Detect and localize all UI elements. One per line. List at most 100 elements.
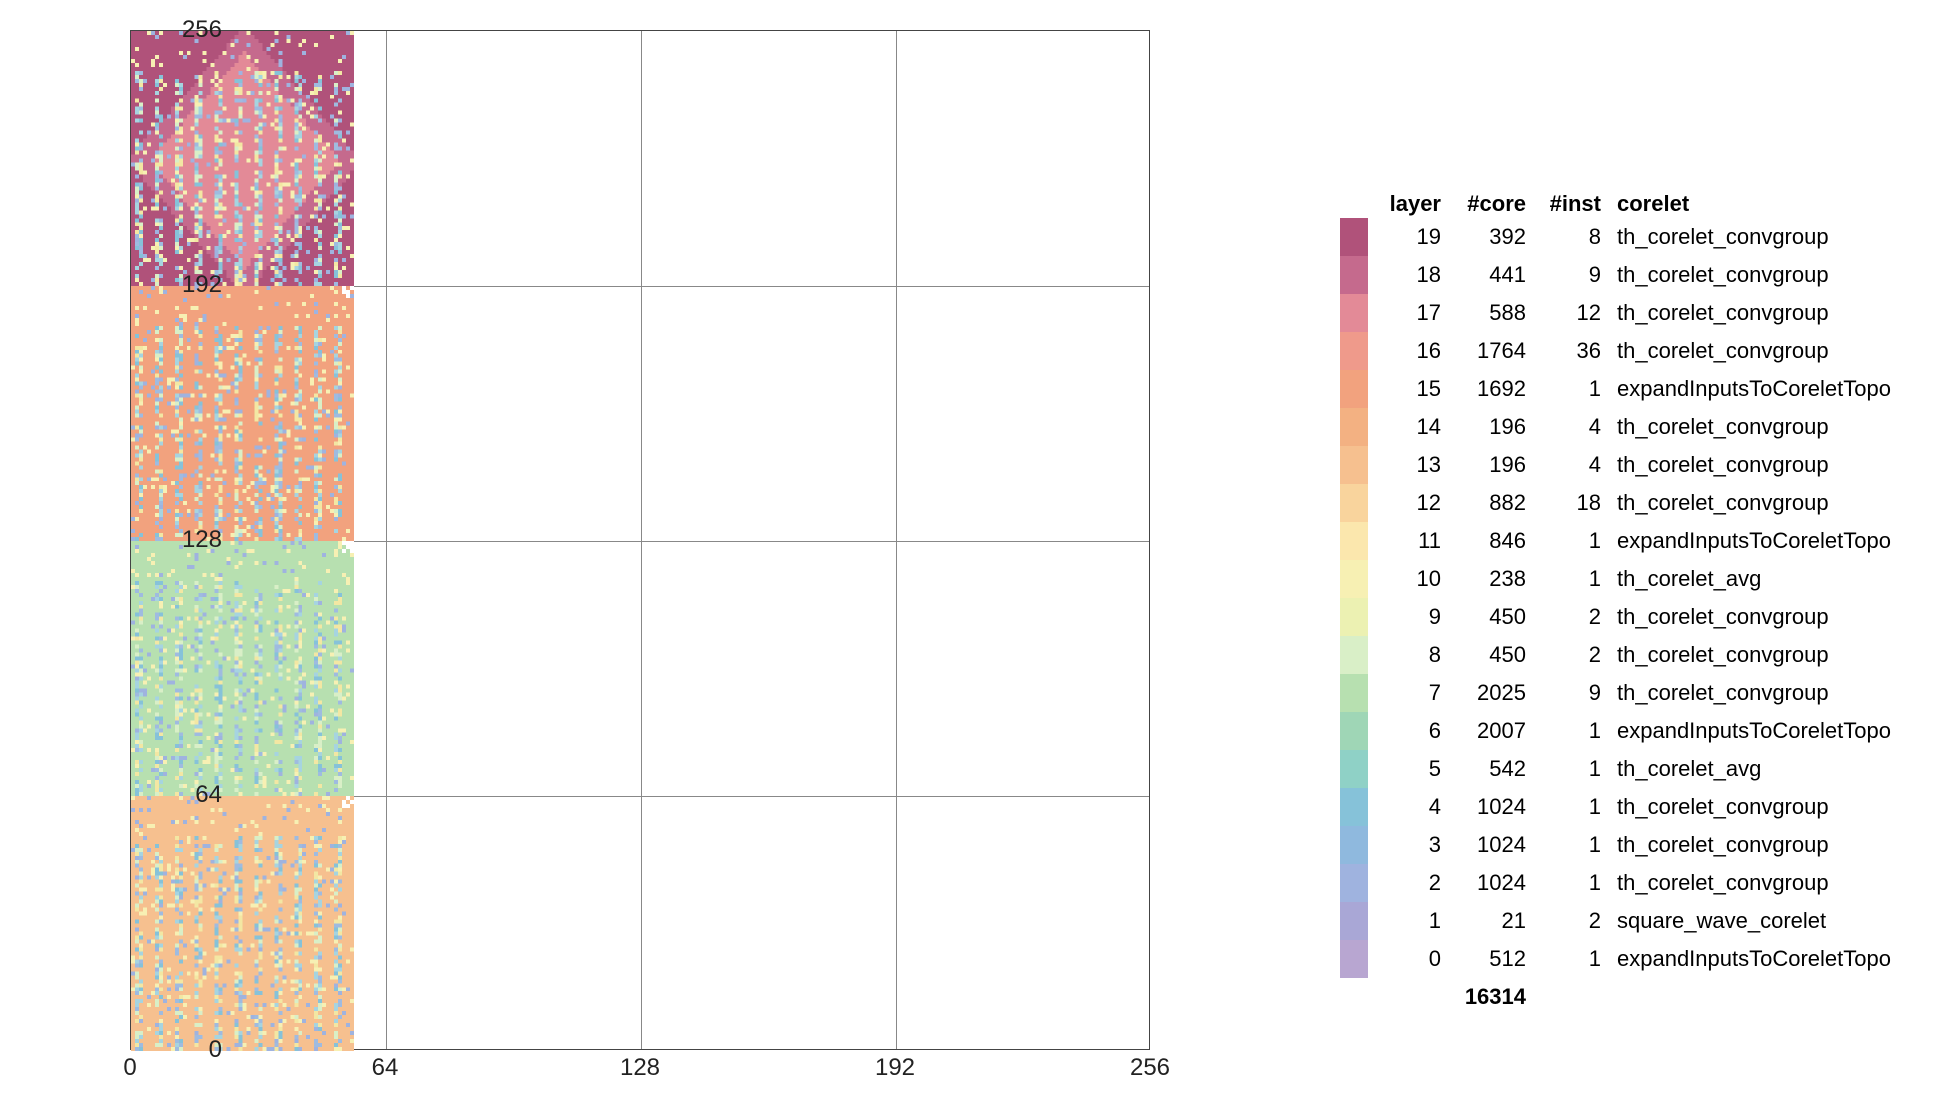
legend-cell-corelet: th_corelet_convgroup [1615, 294, 1829, 332]
legend-panel: layer #core #inst corelet 193928th_corel… [1340, 190, 1891, 1016]
legend-cell-core: 1024 [1455, 826, 1540, 864]
legend-cell-layer: 11 [1380, 522, 1455, 560]
legend-cell-inst: 1 [1540, 788, 1615, 826]
legend-cell-corelet: expandInputsToCoreletTopo [1615, 712, 1891, 750]
legend-swatch [1340, 370, 1368, 408]
legend-row: 1516921expandInputsToCoreletTopo [1380, 370, 1891, 408]
x-tick-label: 256 [1120, 1054, 1180, 1082]
legend-row: 310241th_corelet_convgroup [1380, 826, 1891, 864]
legend-cell-core: 21 [1455, 902, 1540, 940]
legend-swatch [1340, 826, 1368, 864]
legend-cell-inst: 12 [1540, 294, 1615, 332]
legend-cell-corelet: th_corelet_convgroup [1615, 484, 1829, 522]
y-tick-label: 192 [162, 271, 222, 299]
legend-cell-inst: 2 [1540, 636, 1615, 674]
legend-cell-layer: 16 [1380, 332, 1455, 370]
legend-cell-layer: 7 [1380, 674, 1455, 712]
legend-cell-layer: 14 [1380, 408, 1455, 446]
gridline-vertical [386, 31, 387, 1049]
legend-cell-inst: 2 [1540, 598, 1615, 636]
y-tick-label: 64 [162, 781, 222, 809]
legend-header-core: #core [1455, 190, 1540, 218]
gridline-vertical [896, 31, 897, 1049]
legend-cell-inst: 4 [1540, 408, 1615, 446]
legend-swatch [1340, 788, 1368, 826]
x-tick-label: 64 [355, 1054, 415, 1082]
legend-cell-corelet: square_wave_corelet [1615, 902, 1826, 940]
legend-row: 620071expandInputsToCoreletTopo [1380, 712, 1891, 750]
legend-cell-corelet: expandInputsToCoreletTopo [1615, 370, 1891, 408]
gridline-vertical [641, 31, 642, 1049]
legend-row: 210241th_corelet_convgroup [1380, 864, 1891, 902]
legend-swatch [1340, 940, 1368, 978]
legend-cell-core: 846 [1455, 522, 1540, 560]
legend-row: 131964th_corelet_convgroup [1380, 446, 1891, 484]
legend-swatch [1340, 256, 1368, 294]
legend-rows: 193928th_corelet_convgroup184419th_corel… [1380, 218, 1891, 978]
legend-cell-inst: 1 [1540, 370, 1615, 408]
legend-row: 184419th_corelet_convgroup [1380, 256, 1891, 294]
legend-swatch [1340, 522, 1368, 560]
legend-cell-corelet: th_corelet_convgroup [1615, 332, 1829, 370]
legend-cell-core: 542 [1455, 750, 1540, 788]
heatmap-band [131, 541, 354, 796]
legend-header-corelet: corelet [1615, 190, 1689, 218]
legend-swatch [1340, 902, 1368, 940]
legend-cell-inst: 1 [1540, 826, 1615, 864]
legend-swatch [1340, 332, 1368, 370]
legend-row: 118461expandInputsToCoreletTopo [1380, 522, 1891, 560]
legend-cell-inst: 1 [1540, 560, 1615, 598]
legend-cell-core: 196 [1455, 408, 1540, 446]
legend-header-layer: layer [1380, 190, 1455, 218]
figure-root: 064128192256 064128192256 layer #core #i… [0, 0, 1960, 1108]
legend-cell-corelet: th_corelet_convgroup [1615, 256, 1829, 294]
y-tick-label: 0 [162, 1036, 222, 1064]
legend-cell-core: 450 [1455, 598, 1540, 636]
legend-cell-layer: 5 [1380, 750, 1455, 788]
heatmap-chart: 064128192256 064128192256 [60, 20, 1180, 1080]
legend-cell-layer: 8 [1380, 636, 1455, 674]
legend-cell-core: 1024 [1455, 788, 1540, 826]
x-tick-label: 192 [865, 1054, 925, 1082]
legend-cell-core: 1764 [1455, 332, 1540, 370]
legend-cell-inst: 4 [1540, 446, 1615, 484]
legend-swatch [1340, 636, 1368, 674]
legend-swatch [1340, 446, 1368, 484]
legend-cell-layer: 13 [1380, 446, 1455, 484]
legend-cell-core: 196 [1455, 446, 1540, 484]
legend-cell-inst: 8 [1540, 218, 1615, 256]
plot-area [130, 30, 1150, 1050]
legend-cell-inst: 18 [1540, 484, 1615, 522]
legend-swatch [1340, 560, 1368, 598]
legend-cell-inst: 1 [1540, 750, 1615, 788]
legend-cell-layer: 10 [1380, 560, 1455, 598]
legend-cell-corelet: th_corelet_convgroup [1615, 598, 1829, 636]
legend-row: 16176436th_corelet_convgroup [1380, 332, 1891, 370]
legend-cell-inst: 9 [1540, 256, 1615, 294]
legend-cell-corelet: th_corelet_convgroup [1615, 446, 1829, 484]
legend-cell-corelet: th_corelet_avg [1615, 560, 1761, 598]
legend-cell-inst: 1 [1540, 522, 1615, 560]
legend-cell-core: 512 [1455, 940, 1540, 978]
legend-cell-inst: 1 [1540, 940, 1615, 978]
legend-cell-inst: 2 [1540, 902, 1615, 940]
legend-cell-corelet: th_corelet_convgroup [1615, 788, 1829, 826]
legend-cell-corelet: th_corelet_convgroup [1615, 864, 1829, 902]
legend-cell-layer: 2 [1380, 864, 1455, 902]
legend-cell-layer: 0 [1380, 940, 1455, 978]
legend-row: 193928th_corelet_convgroup [1380, 218, 1891, 256]
legend-swatch [1340, 408, 1368, 446]
legend-swatch [1340, 864, 1368, 902]
legend-cell-layer: 18 [1380, 256, 1455, 294]
legend-cell-layer: 1 [1380, 902, 1455, 940]
legend-swatch [1340, 294, 1368, 332]
legend-row: 410241th_corelet_convgroup [1380, 788, 1891, 826]
legend-cell-core: 1692 [1455, 370, 1540, 408]
legend-cell-corelet: th_corelet_convgroup [1615, 826, 1829, 864]
legend-cell-layer: 12 [1380, 484, 1455, 522]
legend-swatch [1340, 484, 1368, 522]
legend-cell-core: 588 [1455, 294, 1540, 332]
legend-row: 141964th_corelet_convgroup [1380, 408, 1891, 446]
legend-swatch [1340, 218, 1368, 256]
legend-cell-corelet: th_corelet_convgroup [1615, 636, 1829, 674]
